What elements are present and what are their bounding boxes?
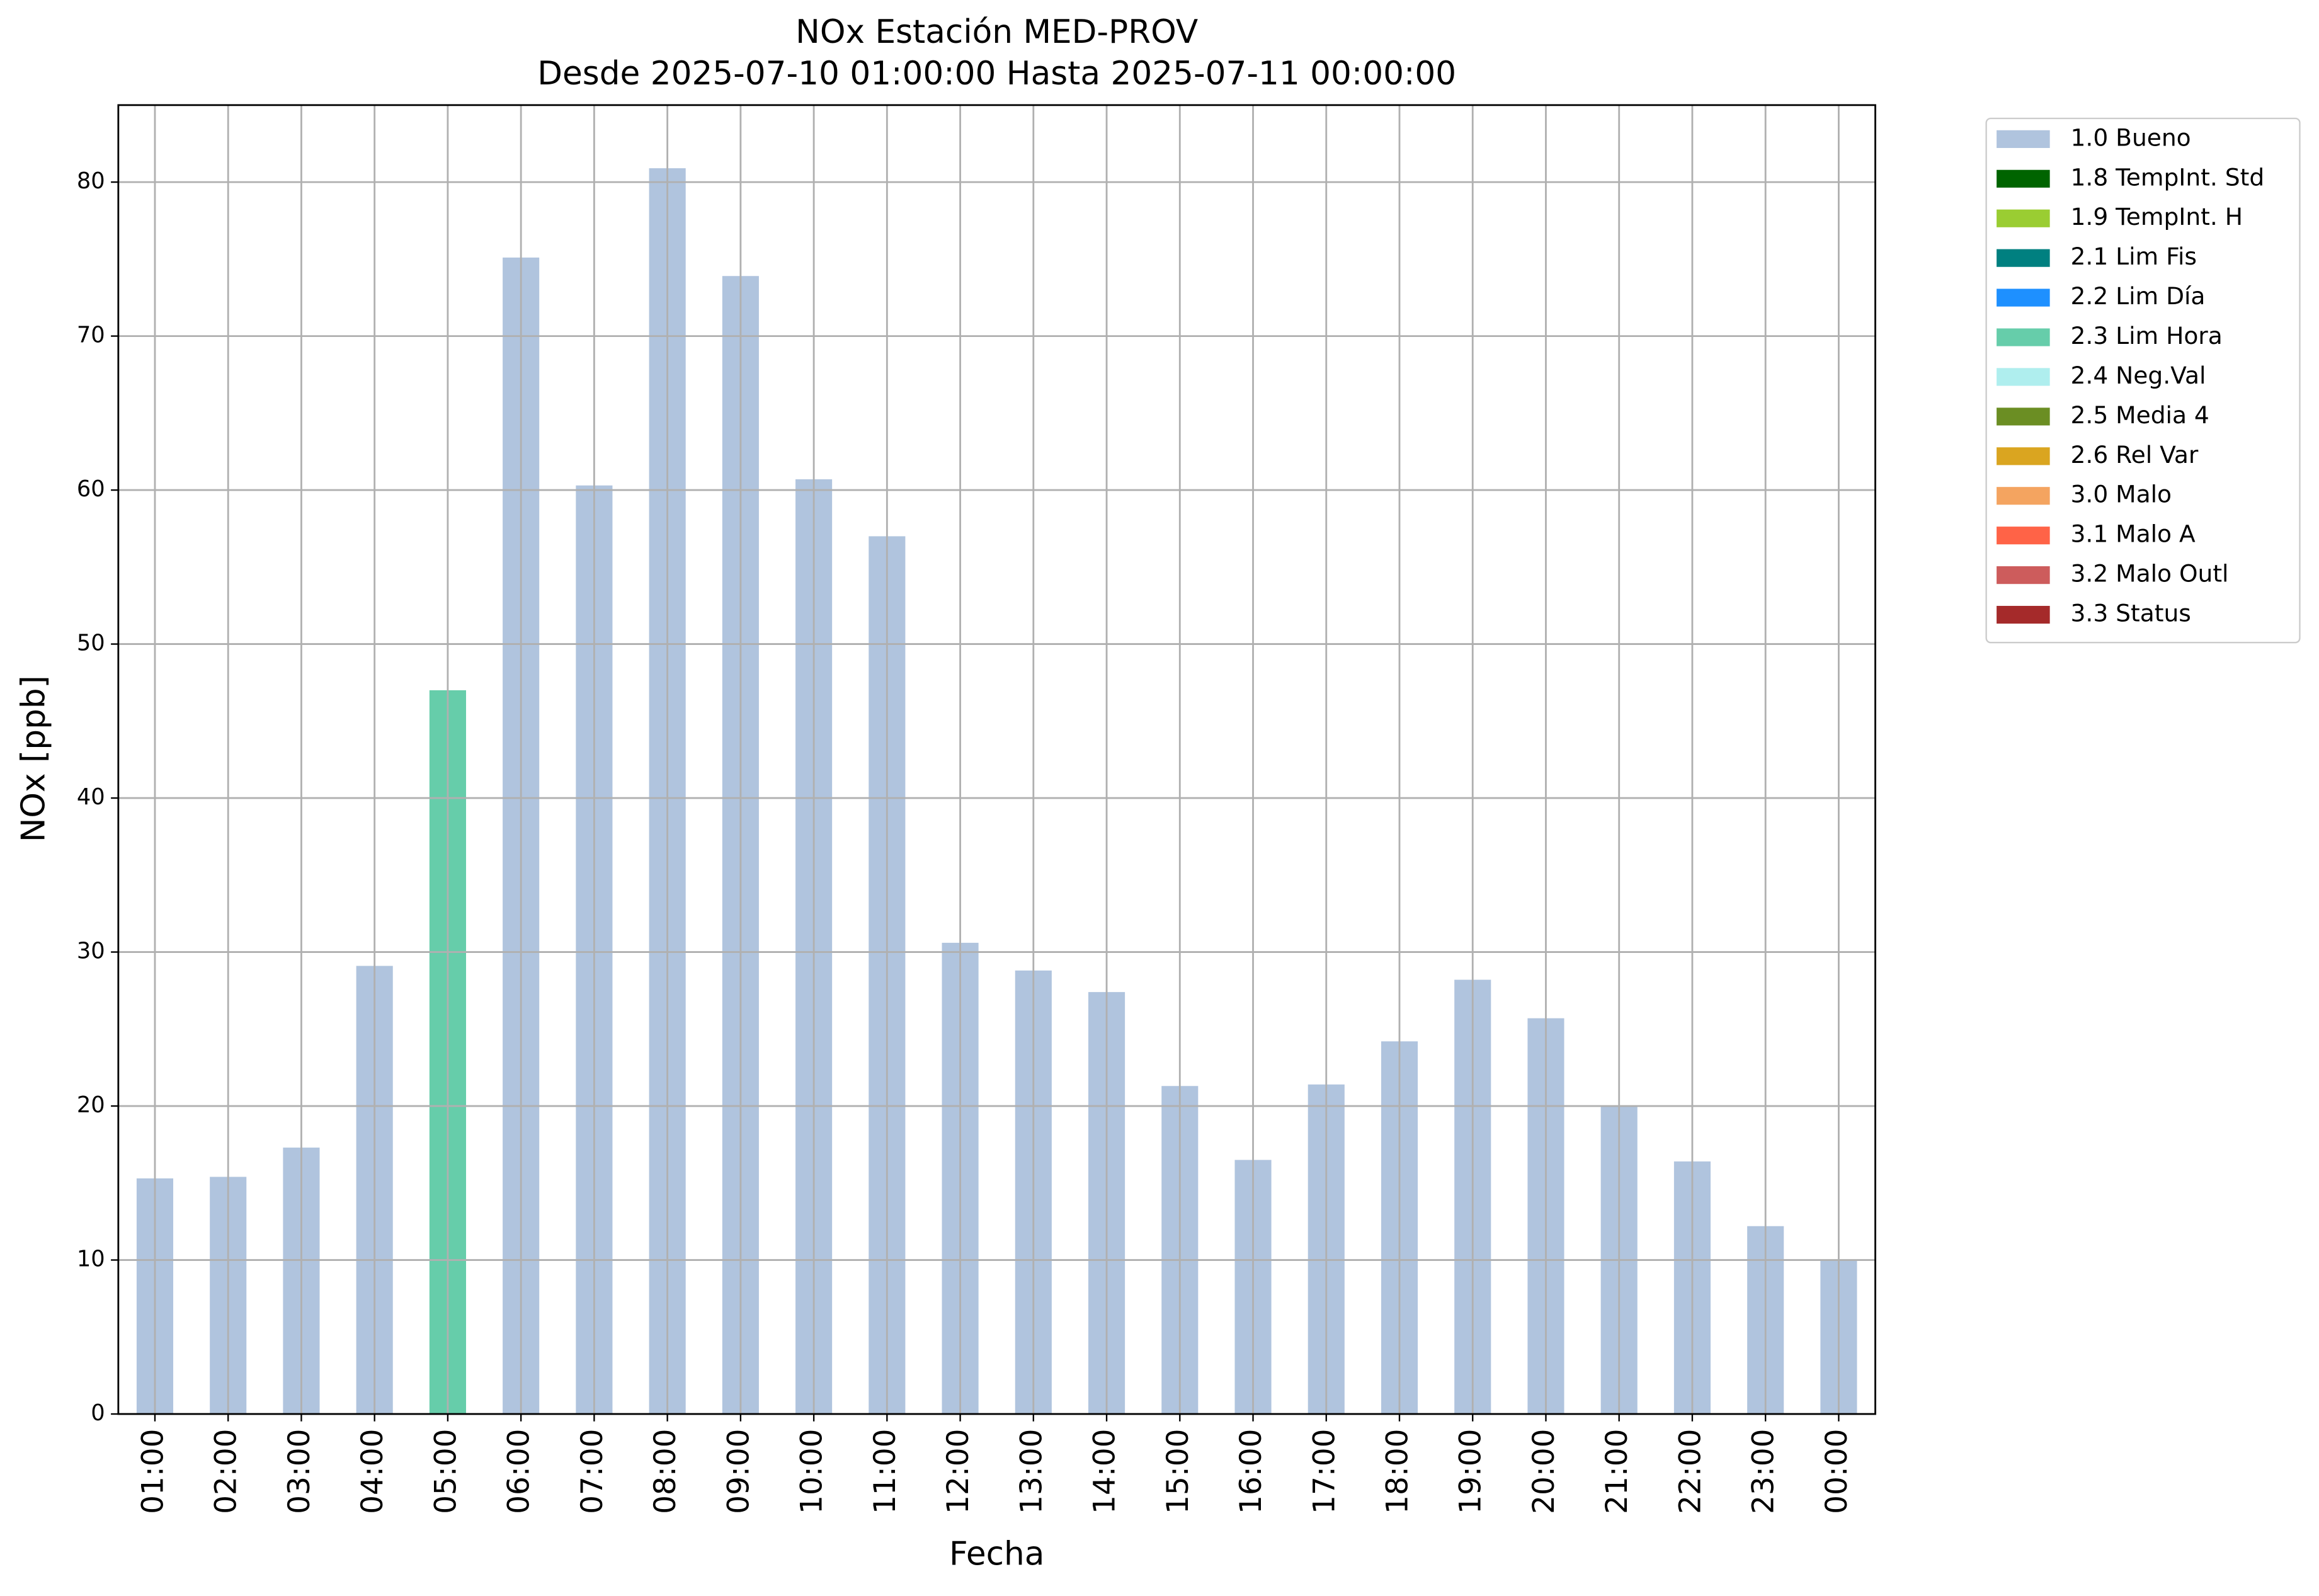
x-tick-label: 19:00 [1454,1429,1488,1514]
legend-swatch [1997,169,2050,188]
x-tick-label: 13:00 [1014,1429,1049,1514]
x-tick-label: 01:00 [135,1429,170,1514]
y-tick-label: 70 [77,322,105,348]
x-tick-label: 03:00 [282,1429,317,1514]
legend-swatch [1997,328,2050,346]
legend-swatch [1997,408,2050,426]
legend-swatch [1997,566,2050,584]
legend-box [1985,117,2301,644]
legend-label: 2.3 Lim Hora [2071,322,2223,350]
legend-swatch [1997,605,2050,624]
x-tick-label: 15:00 [1161,1429,1195,1514]
legend-swatch [1997,130,2050,148]
y-tick-label: 40 [77,784,105,810]
y-axis-label: NOx [ppb] [14,675,52,842]
legend-label: 1.9 TempInt. H [2071,203,2243,231]
chart-title: NOx Estación MED-PROV [795,13,1198,51]
y-tick-label: 80 [77,168,105,194]
x-tick-label: 04:00 [355,1429,390,1514]
legend-label: 3.0 Malo [2071,481,2172,508]
plot-frame [117,104,1876,1415]
x-tick-label: 20:00 [1527,1429,1561,1514]
legend-label: 2.6 Rel Var [2071,441,2199,469]
x-tick-label: 07:00 [575,1429,610,1514]
x-tick-label: 06:00 [502,1429,537,1514]
x-axis-label: Fecha [949,1535,1044,1573]
x-tick-label: 21:00 [1600,1429,1634,1514]
chart-subtitle: Desde 2025-07-10 01:00:00 Hasta 2025-07-… [537,55,1456,93]
x-tick-label: 14:00 [1088,1429,1122,1514]
x-tick-label: 18:00 [1380,1429,1415,1514]
legend-label: 3.3 Status [2071,600,2191,627]
x-tick-label: 08:00 [648,1429,683,1514]
x-tick-label: 23:00 [1746,1429,1781,1514]
x-tick-label: 00:00 [1820,1429,1854,1514]
legend-label: 2.5 Media 4 [2071,401,2209,429]
legend-label: 3.2 Malo Outl [2071,560,2229,588]
legend-swatch [1997,527,2050,545]
y-tick-label: 10 [77,1246,105,1272]
x-tick-label: 12:00 [941,1429,976,1514]
legend-label: 2.2 Lim Día [2071,282,2206,310]
legend-swatch [1997,447,2050,465]
x-tick-label: 02:00 [209,1429,244,1514]
y-tick-label: 50 [77,630,105,656]
y-tick-label: 30 [77,938,105,964]
legend-label: 1.0 Bueno [2071,123,2191,151]
legend-label: 2.1 Lim Fis [2071,242,2197,270]
legend-swatch [1997,288,2050,307]
y-tick-label: 0 [91,1400,105,1426]
x-tick-label: 22:00 [1673,1429,1707,1514]
x-tick-label: 09:00 [721,1429,756,1514]
legend-swatch [1997,368,2050,386]
legend-label: 1.8 TempInt. Std [2071,163,2265,191]
legend-label: 3.1 Malo A [2071,520,2196,548]
legend-swatch [1997,487,2050,505]
y-tick-label: 20 [77,1092,105,1118]
y-tick-label: 60 [77,476,105,502]
x-tick-label: 05:00 [428,1429,463,1514]
legend-label: 2.4 Neg.Val [2071,362,2206,389]
x-tick-label: 10:00 [795,1429,829,1514]
x-tick-label: 11:00 [868,1429,903,1514]
legend-swatch [1997,249,2050,267]
x-tick-label: 16:00 [1234,1429,1268,1514]
legend-swatch [1997,209,2050,227]
x-tick-label: 17:00 [1307,1429,1342,1514]
